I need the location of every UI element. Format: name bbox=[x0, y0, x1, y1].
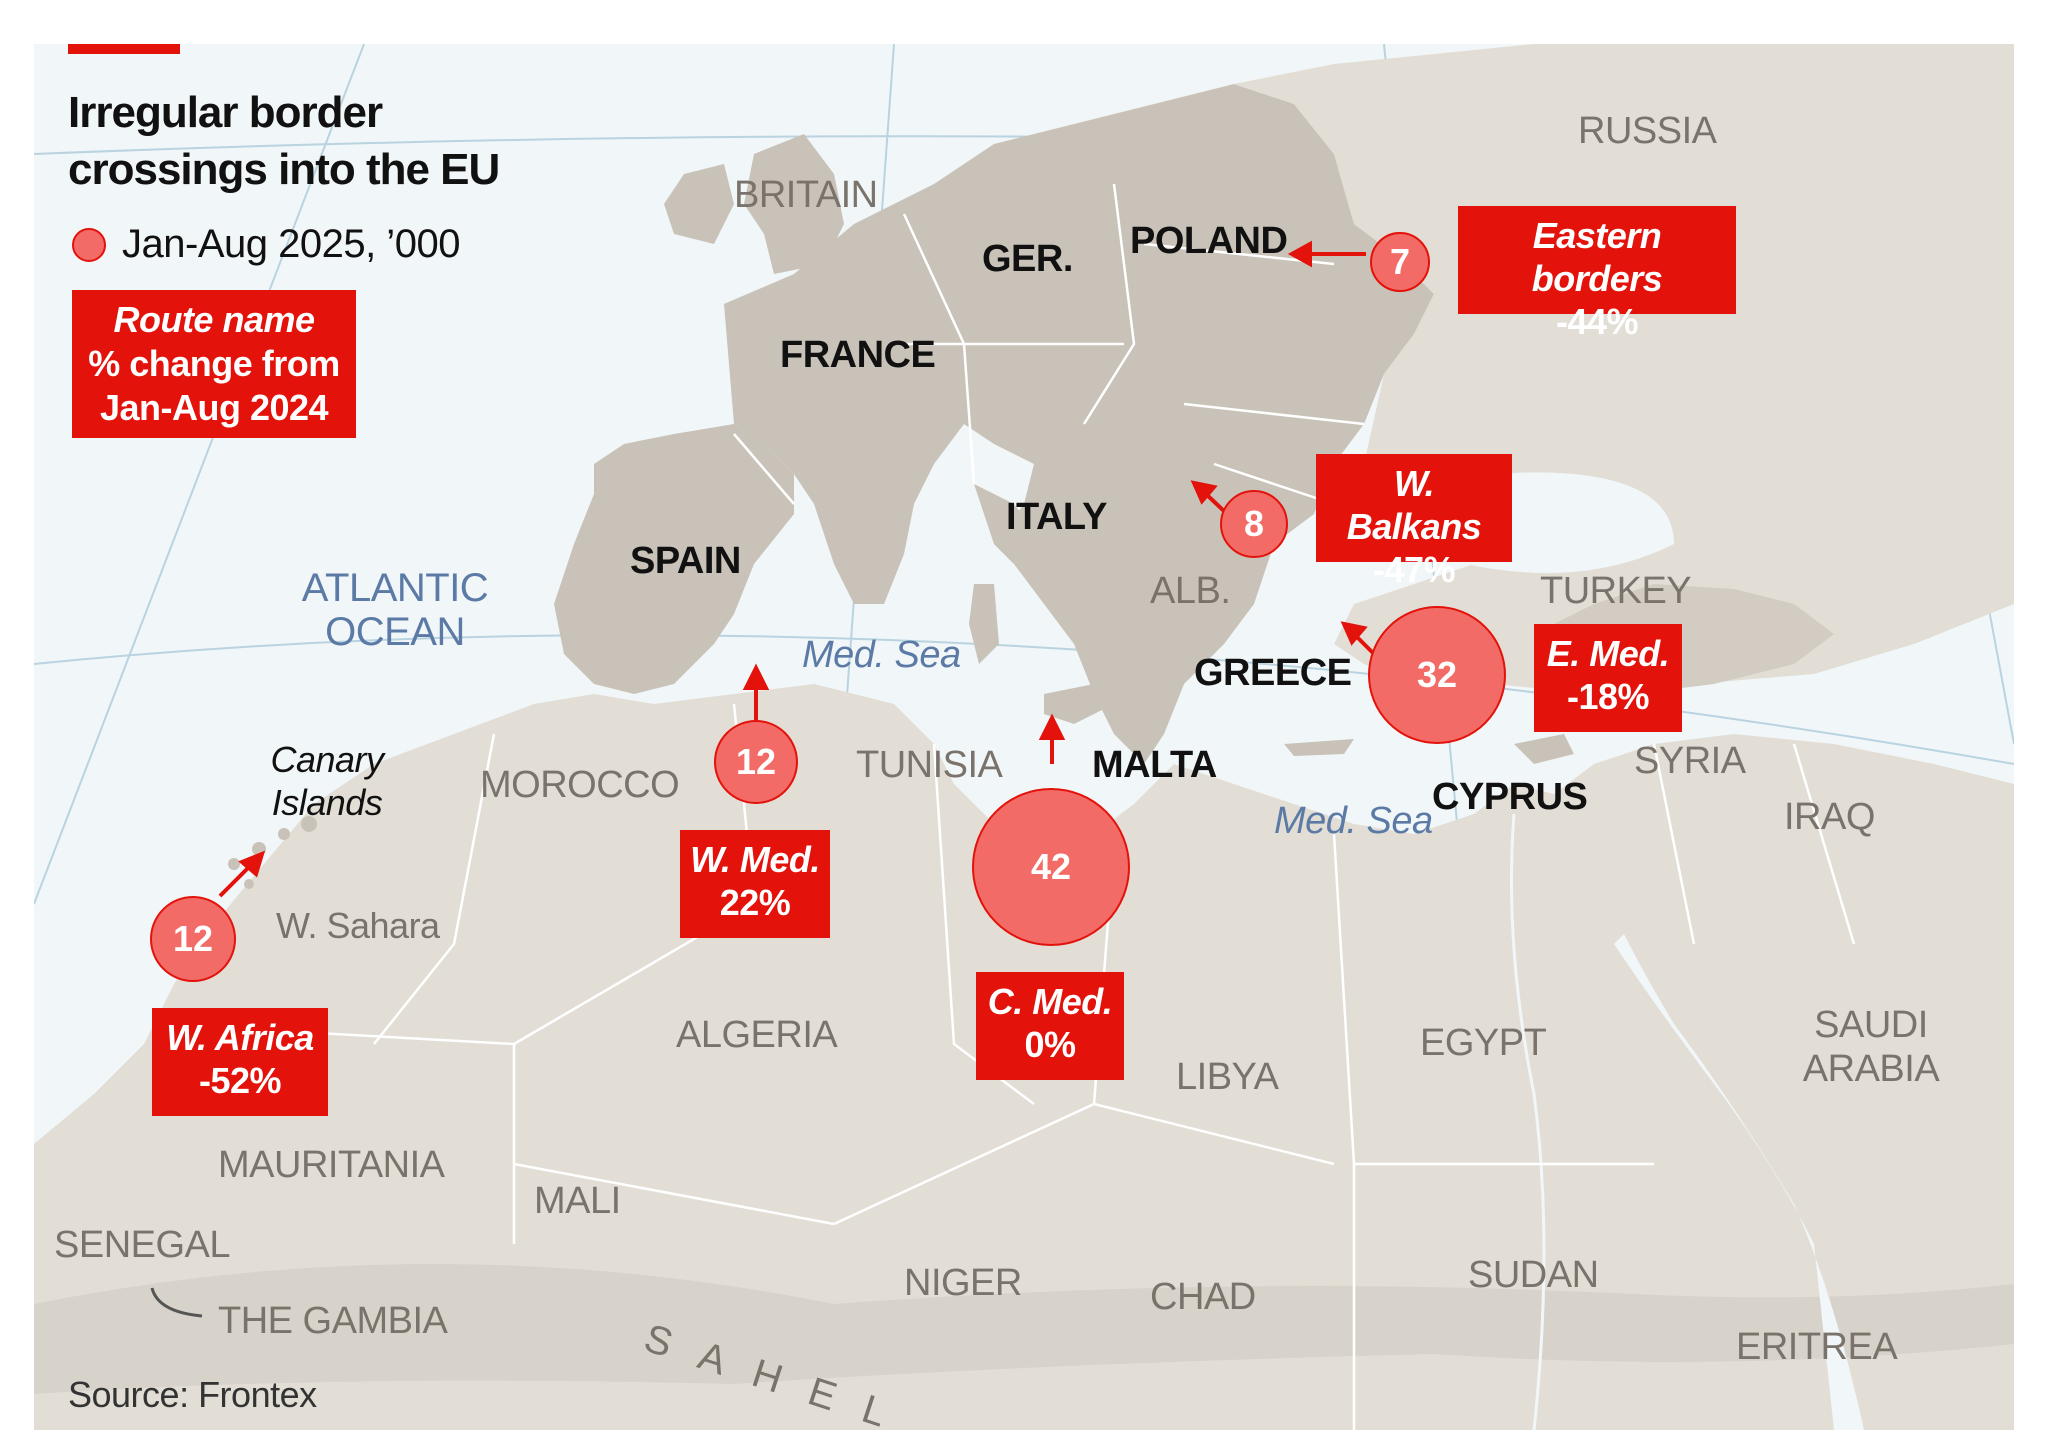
route-name: W. Balkans bbox=[1346, 463, 1482, 548]
label-albania: ALB. bbox=[1150, 570, 1231, 612]
route-name: W. Med. bbox=[690, 839, 820, 880]
bubble-w-med: 12 bbox=[714, 720, 798, 804]
label-sudan: SUDAN bbox=[1468, 1254, 1599, 1296]
bubble-w-balkans: 8 bbox=[1220, 490, 1288, 558]
label-canary-islands: Canary Islands bbox=[270, 739, 384, 824]
label-turkey: TURKEY bbox=[1540, 570, 1692, 612]
label-greece: GREECE bbox=[1194, 652, 1352, 694]
legend-bubble-icon bbox=[72, 228, 106, 262]
label-italy: ITALY bbox=[1006, 496, 1107, 538]
label-libya: LIBYA bbox=[1176, 1056, 1279, 1098]
route-change: -44% bbox=[1555, 301, 1639, 343]
legend-bubble-label: Jan-Aug 2025, ’000 bbox=[122, 222, 460, 266]
route-box-e-med: E. Med. -18% bbox=[1534, 624, 1682, 732]
label-mauritania: MAURITANIA bbox=[218, 1144, 445, 1186]
route-box-w-balkans: W. Balkans -47% bbox=[1316, 454, 1512, 590]
route-box-w-africa: W. Africa -52% bbox=[152, 1008, 328, 1116]
route-name: Eastern borders bbox=[1531, 215, 1663, 300]
label-iraq: IRAQ bbox=[1784, 796, 1875, 838]
label-w-sahara: W. Sahara bbox=[276, 905, 440, 946]
route-change: 22% bbox=[719, 882, 791, 924]
bubble-e-med: 32 bbox=[1368, 606, 1506, 744]
label-med-sea-west: Med. Sea bbox=[802, 634, 961, 676]
label-syria: SYRIA bbox=[1634, 740, 1746, 782]
source-note: Source: Frontex bbox=[68, 1374, 317, 1415]
canary-islands-shape bbox=[228, 816, 317, 889]
label-cyprus: CYPRUS bbox=[1432, 776, 1588, 818]
title-accent-bar bbox=[68, 44, 180, 54]
label-med-sea-east: Med. Sea bbox=[1274, 800, 1433, 842]
label-spain: SPAIN bbox=[630, 540, 741, 582]
label-atlantic-ocean: ATLANTIC OCEAN bbox=[301, 566, 489, 654]
route-change: 0% bbox=[1024, 1024, 1076, 1066]
label-egypt: EGYPT bbox=[1420, 1022, 1547, 1064]
label-russia: RUSSIA bbox=[1578, 110, 1717, 152]
label-algeria: ALGERIA bbox=[676, 1014, 838, 1056]
bubble-eastern-borders: 7 bbox=[1370, 232, 1430, 292]
route-name: W. Africa bbox=[166, 1017, 314, 1058]
route-box-eastern-borders: Eastern borders -44% bbox=[1458, 206, 1736, 342]
label-britain: BRITAIN bbox=[734, 174, 878, 216]
label-the-gambia: THE GAMBIA bbox=[218, 1300, 448, 1342]
route-change: -18% bbox=[1566, 676, 1650, 718]
legend-key-line1: Route name bbox=[113, 299, 315, 340]
label-eritrea: ERITREA bbox=[1736, 1326, 1898, 1368]
label-france: FRANCE bbox=[780, 334, 936, 376]
label-mali: MALI bbox=[534, 1180, 621, 1222]
legend-route-key: Route name % change from Jan-Aug 2024 bbox=[72, 290, 356, 438]
legend-key-line2: % change from bbox=[88, 342, 340, 384]
label-senegal: SENEGAL bbox=[54, 1224, 231, 1266]
route-box-c-med: C. Med. 0% bbox=[976, 972, 1124, 1080]
route-name: E. Med. bbox=[1546, 633, 1670, 674]
route-change: -52% bbox=[198, 1060, 282, 1102]
gambia-leader-line bbox=[150, 1287, 203, 1318]
bubble-c-med: 42 bbox=[972, 788, 1130, 946]
label-morocco: MOROCCO bbox=[480, 764, 680, 806]
route-change: -47% bbox=[1372, 549, 1456, 591]
route-box-w-med: W. Med. 22% bbox=[680, 830, 830, 938]
label-saudi-arabia: SAUDI ARABIA bbox=[1802, 1004, 1940, 1090]
label-poland: POLAND bbox=[1130, 220, 1288, 262]
label-chad: CHAD bbox=[1150, 1276, 1256, 1318]
chart-title: Irregular border crossings into the EU bbox=[68, 88, 500, 195]
legend-key-line3: Jan-Aug 2024 bbox=[99, 386, 329, 428]
route-name: C. Med. bbox=[987, 981, 1113, 1022]
label-tunisia: TUNISIA bbox=[856, 744, 1003, 786]
label-niger: NIGER bbox=[904, 1262, 1022, 1304]
borders bbox=[153, 183, 1856, 1430]
label-germany: GER. bbox=[982, 238, 1073, 280]
bubble-w-africa: 12 bbox=[150, 896, 236, 982]
label-malta: MALTA bbox=[1092, 744, 1217, 786]
